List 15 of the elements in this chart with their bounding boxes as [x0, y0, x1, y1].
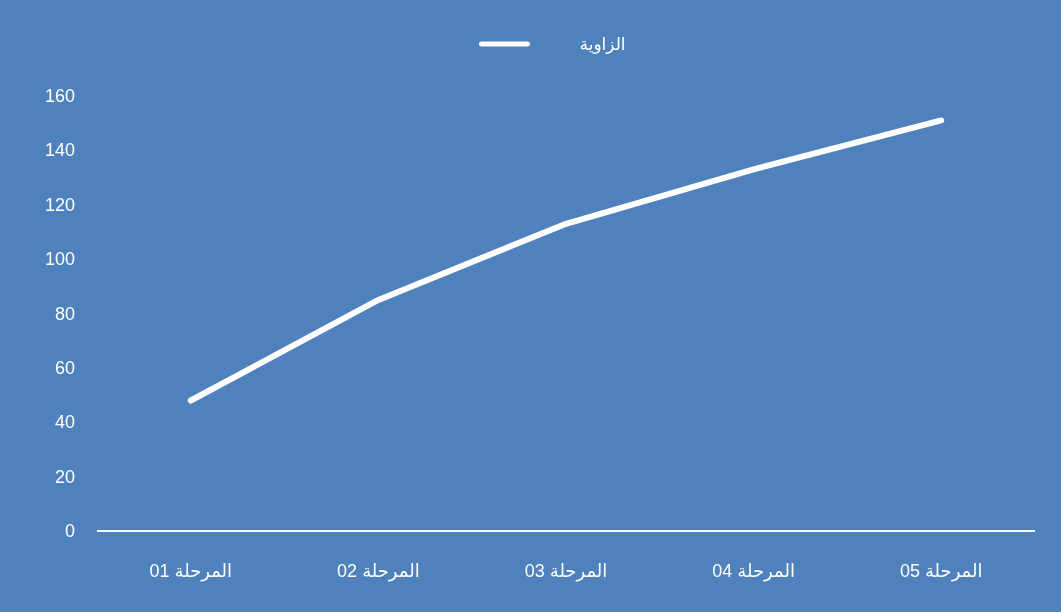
y-tick-label: 60	[54, 357, 75, 378]
x-tick-label: المرحلة 05	[899, 561, 983, 582]
y-tick-label: 120	[44, 194, 75, 215]
y-tick-label: 0	[64, 521, 75, 541]
y-tick-label: 140	[44, 140, 75, 161]
y-tick-label: 100	[44, 249, 75, 270]
y-tick-label: 160	[44, 86, 75, 106]
y-tick-label: 20	[54, 466, 75, 487]
x-tick-label: المرحلة 01	[149, 561, 233, 582]
y-tick-label: 40	[54, 412, 75, 433]
x-tick-label: المرحلة 03	[524, 561, 608, 582]
y-tick-label: 80	[54, 303, 75, 324]
x-tick-label: المرحلة 02	[337, 561, 420, 582]
x-tick-label: المرحلة 04	[712, 561, 795, 582]
legend: الزاوية	[478, 35, 626, 54]
